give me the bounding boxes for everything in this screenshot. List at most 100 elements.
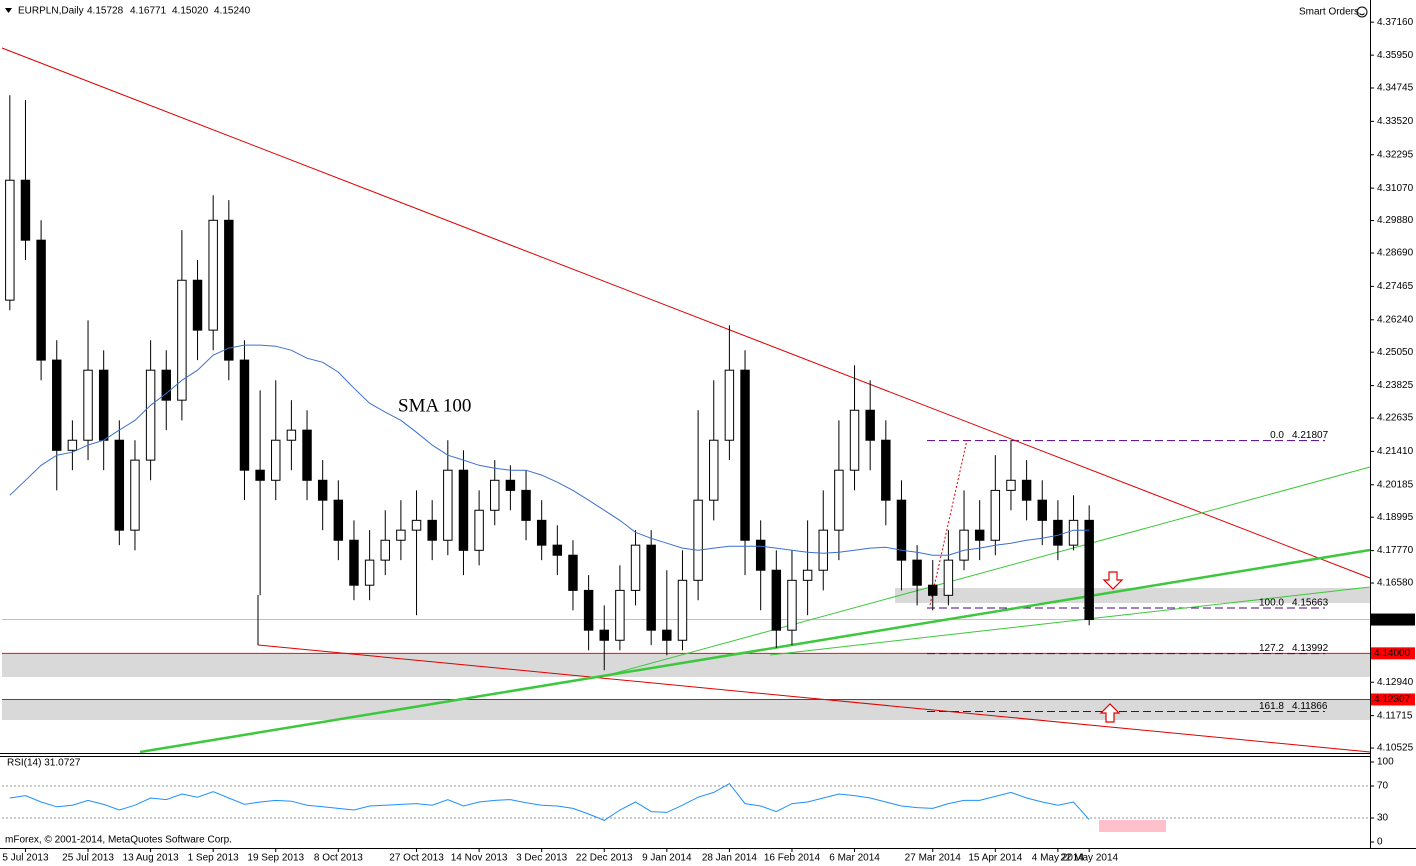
sma-label: SMA 100 — [398, 395, 471, 416]
x-tick-label: 1 Sep 2013 — [188, 853, 240, 864]
footer: mForex, © 2001-2014, MetaQuotes Software… — [5, 835, 232, 846]
x-tick-label: 3 Dec 2013 — [516, 853, 568, 864]
candle-body — [896, 499, 907, 561]
candle-body — [474, 509, 484, 551]
price-label-box — [1371, 613, 1415, 626]
candle-body — [427, 519, 437, 541]
candle-body — [1021, 479, 1032, 501]
y-tick-label: 4.33520 — [1377, 116, 1414, 127]
x-tick-label: 25 Jul 2013 — [62, 853, 114, 864]
fib-price: 4.13992 — [1292, 643, 1329, 654]
price-label-box — [1371, 693, 1415, 706]
candle-body — [583, 589, 594, 631]
candle-body — [98, 369, 109, 441]
y-tick-label: 4.25050 — [1377, 347, 1414, 358]
zone — [895, 588, 1370, 603]
candle-body — [834, 469, 844, 531]
candle-body — [802, 569, 813, 581]
x-tick-label: 4 May 2014 — [1032, 853, 1085, 864]
candle-body — [943, 559, 954, 596]
y-tick-label: 4.31070 — [1377, 183, 1414, 194]
y-tick-label: 4.28690 — [1377, 248, 1414, 259]
candle-body — [959, 529, 969, 561]
x-tick-label: 13 Aug 2013 — [123, 853, 180, 864]
candle-body — [740, 369, 750, 541]
y-tick-label: 4.29880 — [1377, 215, 1414, 226]
candle-body — [724, 369, 735, 441]
y-tick-label: 4.26240 — [1377, 314, 1414, 325]
plot — [5, 95, 1094, 671]
candle-body — [271, 439, 281, 481]
smiley-icon[interactable] — [1356, 6, 1368, 18]
x-tick-label: 22 Dec 2013 — [576, 853, 633, 864]
candle-body — [974, 529, 985, 541]
candle-body — [224, 219, 234, 361]
fib-price: 4.11866 — [1292, 701, 1328, 712]
y-tick-label: 4.34745 — [1377, 83, 1414, 94]
candle-body — [1037, 499, 1047, 521]
candle-body — [1084, 519, 1094, 621]
y-tick-label: 4.10525 — [1377, 743, 1414, 754]
candle-body — [787, 579, 797, 631]
x-tick-label: 27 Mar 2014 — [905, 853, 962, 864]
x-tick-label: 8 Oct 2013 — [314, 853, 363, 864]
y-tick-label: 4.17770 — [1377, 545, 1414, 556]
y-tick-label: 30 — [1377, 813, 1389, 824]
candle-body — [646, 544, 656, 631]
zone — [2, 700, 1370, 720]
menu-icon[interactable] — [5, 8, 12, 13]
price-label-box — [1371, 647, 1415, 660]
candle-body — [1053, 519, 1063, 546]
x-tick-label: 19 Sep 2013 — [247, 853, 304, 864]
smiley-icon — [1359, 13, 1365, 16]
x-tick-label: 28 Jan 2014 — [702, 853, 757, 864]
fib-level: 100.0 — [1259, 598, 1284, 609]
candle-body — [364, 559, 375, 586]
down-arrow — [1102, 571, 1124, 590]
candle-body — [881, 439, 891, 501]
y-tick-label: 4.12940 — [1377, 677, 1414, 688]
x-tick-label: 22 May 2014 — [1060, 853, 1118, 864]
fib-level: 0.0 — [1270, 430, 1284, 441]
fib-price: 4.15663 — [1292, 598, 1329, 609]
candle-body — [192, 279, 203, 331]
candle-body — [693, 499, 703, 581]
candle-body — [849, 409, 860, 471]
candle-body — [333, 499, 344, 541]
y-tick-label: 4.27465 — [1377, 281, 1414, 292]
candle-body — [458, 469, 469, 551]
candle-body — [380, 539, 390, 561]
price-label: 4.12307 — [1374, 694, 1411, 705]
candle-body — [568, 554, 578, 591]
candle-body — [599, 629, 609, 641]
trendline — [929, 439, 968, 606]
candle-body — [302, 429, 312, 481]
smart-orders[interactable]: Smart Orders — [1299, 7, 1359, 18]
rsi-line — [9, 782, 1090, 821]
candle-body — [818, 529, 828, 571]
candle-body — [396, 529, 406, 541]
candle-body — [239, 359, 250, 471]
x-tick-label: 5 Jul 2013 — [2, 853, 49, 864]
highlight — [1099, 820, 1166, 832]
candle-body — [67, 439, 78, 451]
trendline — [596, 466, 1371, 679]
up-arrow — [1099, 703, 1121, 723]
y-tick-label: 4.35950 — [1377, 50, 1414, 61]
y-tick-label: 4.16580 — [1377, 578, 1414, 589]
y-tick-label: 4.23825 — [1377, 380, 1414, 391]
candle-body — [443, 469, 453, 541]
y-tick-label: 4.11715 — [1377, 710, 1413, 721]
y-tick-label: 4.20185 — [1377, 479, 1414, 490]
y-tick-label: 100 — [1377, 757, 1394, 768]
candle-body — [83, 369, 93, 441]
fib-price: 4.21807 — [1292, 430, 1329, 441]
ohlc-close: 4.15240 — [214, 6, 251, 17]
candle-body — [317, 479, 328, 501]
trendline — [257, 644, 1371, 753]
candle-body — [177, 279, 187, 401]
candle-body — [36, 239, 46, 361]
x-tick-label: 16 Feb 2014 — [764, 853, 821, 864]
ohlc-low: 4.15020 — [172, 6, 209, 17]
trendline — [139, 548, 1371, 754]
